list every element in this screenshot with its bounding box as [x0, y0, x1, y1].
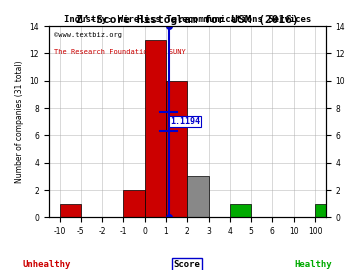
Bar [166, 81, 187, 217]
Bar [315, 204, 336, 217]
Text: ©www.textbiz.org: ©www.textbiz.org [54, 32, 122, 38]
Text: Healthy: Healthy [294, 260, 332, 269]
Bar [145, 40, 166, 217]
Bar [123, 190, 145, 217]
Title: Z’-Score Histogram for USM (2016): Z’-Score Histogram for USM (2016) [76, 15, 299, 25]
Bar [230, 204, 251, 217]
Y-axis label: Number of companies (31 total): Number of companies (31 total) [15, 60, 24, 183]
Text: Unhealthy: Unhealthy [23, 260, 71, 269]
Bar [187, 176, 208, 217]
Text: 1.1194: 1.1194 [170, 117, 200, 126]
Bar [59, 204, 81, 217]
Text: Score: Score [174, 260, 201, 269]
Text: Industry: Wireless Telecommunications Services: Industry: Wireless Telecommunications Se… [64, 15, 311, 24]
Text: The Research Foundation of SUNY: The Research Foundation of SUNY [54, 49, 186, 55]
